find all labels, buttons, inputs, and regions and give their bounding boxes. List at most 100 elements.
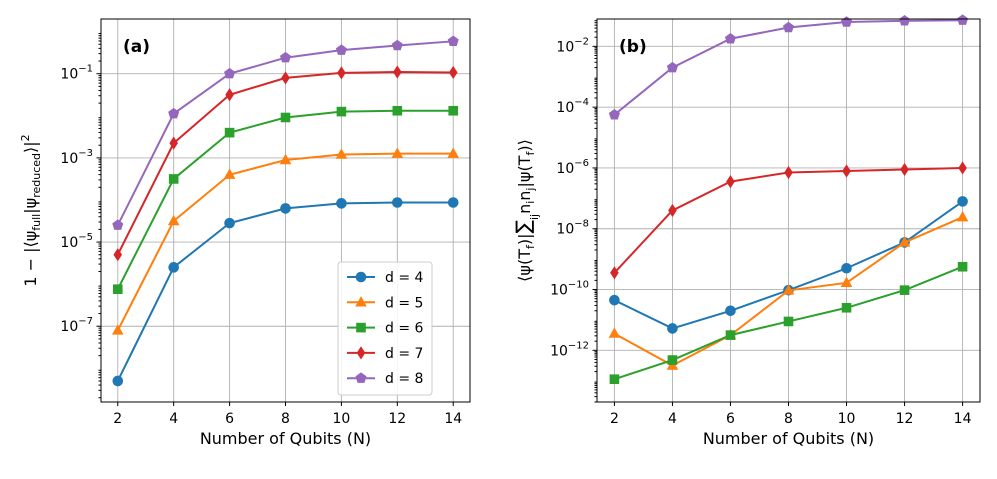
data-point: [957, 261, 968, 272]
legend: d = 4 d = 5 d = 6 d = 7 d = 8: [337, 261, 433, 396]
data-point: [281, 71, 290, 85]
legend-label: d = 8: [385, 371, 423, 387]
x-tick-label: 4: [169, 411, 178, 427]
legend-marker: [355, 372, 367, 383]
data-point: [666, 61, 678, 73]
data-point: [168, 262, 179, 273]
legend-entry: d = 7: [347, 346, 423, 362]
data-point: [726, 175, 735, 189]
data-point: [336, 106, 347, 117]
data-point: [724, 32, 736, 44]
data-point: [279, 153, 292, 165]
data-point: [840, 276, 853, 288]
series-d7: [610, 161, 967, 280]
grid-lines: [597, 19, 980, 402]
y-tick-label: 10−7: [60, 316, 93, 335]
data-point: [280, 112, 291, 123]
data-point: [391, 39, 403, 51]
x-tick-label: 12: [896, 411, 914, 427]
data-point: [392, 105, 403, 116]
series-d6: [609, 261, 968, 385]
legend-marker: [356, 322, 366, 333]
panel-b: 2 4 6 8 10 12 14 10−12 10−10 10−8 10−6 10−4 10−2 Numb…: [511, 14, 981, 448]
data-point: [391, 147, 404, 158]
data-point: [899, 15, 911, 26]
x-ticks: 2 4 6 8 10 12 14: [113, 402, 462, 427]
data-point: [224, 67, 236, 79]
y-tick-label: 10−2: [556, 36, 589, 55]
legend-label: d = 6: [385, 321, 424, 337]
data-point: [957, 196, 968, 207]
x-tick-label: 6: [726, 411, 735, 427]
y-ticks: 10−12 10−10 10−8 10−6 10−4 10−2: [550, 36, 597, 359]
x-tick-label: 2: [113, 411, 122, 427]
y-tick-label: 10−6: [556, 158, 589, 177]
x-tick-label: 10: [838, 411, 856, 427]
data-point: [608, 327, 621, 338]
data-point: [609, 374, 620, 385]
data-point: [279, 51, 292, 63]
data-point: [725, 305, 736, 317]
x-tick-label: 12: [388, 411, 406, 427]
legend-label: d = 7: [385, 346, 423, 362]
series-d4: [112, 197, 459, 387]
data-point: [168, 107, 180, 119]
x-axis-label: Number of Qubits (N): [703, 429, 874, 448]
data-point: [337, 66, 346, 80]
legend-marker: [356, 346, 366, 360]
data-point: [225, 88, 234, 102]
y-axis-label: 1 − |⟨ψfull|ψreduced⟩|2: [19, 134, 43, 286]
legend-box: [337, 261, 433, 396]
data-point: [783, 316, 794, 327]
legend-entry: d = 6: [347, 321, 424, 337]
x-axis-label: Number of Qubits (N): [200, 429, 371, 448]
data-point: [841, 262, 852, 274]
panel-label: (b): [619, 37, 647, 57]
legend-marker: [355, 296, 367, 307]
x-tick-label: 8: [281, 411, 290, 427]
legend-entry: d = 4: [347, 270, 424, 286]
data-point: [169, 136, 178, 150]
data-point: [782, 284, 795, 295]
data-point: [609, 294, 620, 306]
data-point: [113, 248, 123, 262]
data-point: [448, 65, 458, 80]
legend-label: d = 4: [385, 270, 424, 286]
x-tick-label: 4: [668, 411, 677, 427]
y-tick-label: 10−10: [550, 280, 589, 299]
data-point: [392, 197, 403, 208]
series-d6: [112, 105, 459, 295]
data-point: [900, 162, 909, 177]
data-point: [168, 174, 179, 184]
data-point: [610, 266, 619, 280]
x-ticks: 2 4 6 8 10 12 14: [610, 402, 972, 427]
x-tick-label: 14: [444, 411, 462, 427]
data-point: [842, 164, 851, 178]
legend-entry: d = 8: [347, 371, 423, 387]
data-point: [782, 21, 795, 33]
data-point: [112, 219, 124, 230]
data-point: [958, 161, 967, 175]
data-point: [335, 148, 348, 159]
data-point: [336, 198, 347, 209]
data-point: [899, 285, 910, 295]
series-d5: [111, 147, 460, 335]
data-point: [393, 65, 402, 79]
legend-label: d = 5: [385, 295, 423, 311]
series-d7: [113, 65, 458, 262]
data-point: [668, 203, 677, 218]
x-tick-label: 14: [954, 411, 972, 427]
legend-marker: [355, 271, 367, 283]
data-point: [608, 108, 620, 120]
data-point: [224, 217, 235, 229]
y-tick-label: 10−4: [556, 97, 589, 116]
data-point: [667, 355, 678, 365]
data-point: [447, 35, 459, 46]
x-tick-label: 6: [225, 411, 234, 427]
series-d8: [112, 35, 459, 230]
data-point: [448, 105, 459, 116]
data-point: [667, 323, 678, 334]
data-point: [841, 302, 852, 313]
y-ticks: 10−7 10−5 10−3 10−1: [60, 64, 101, 335]
data-point: [784, 165, 793, 180]
